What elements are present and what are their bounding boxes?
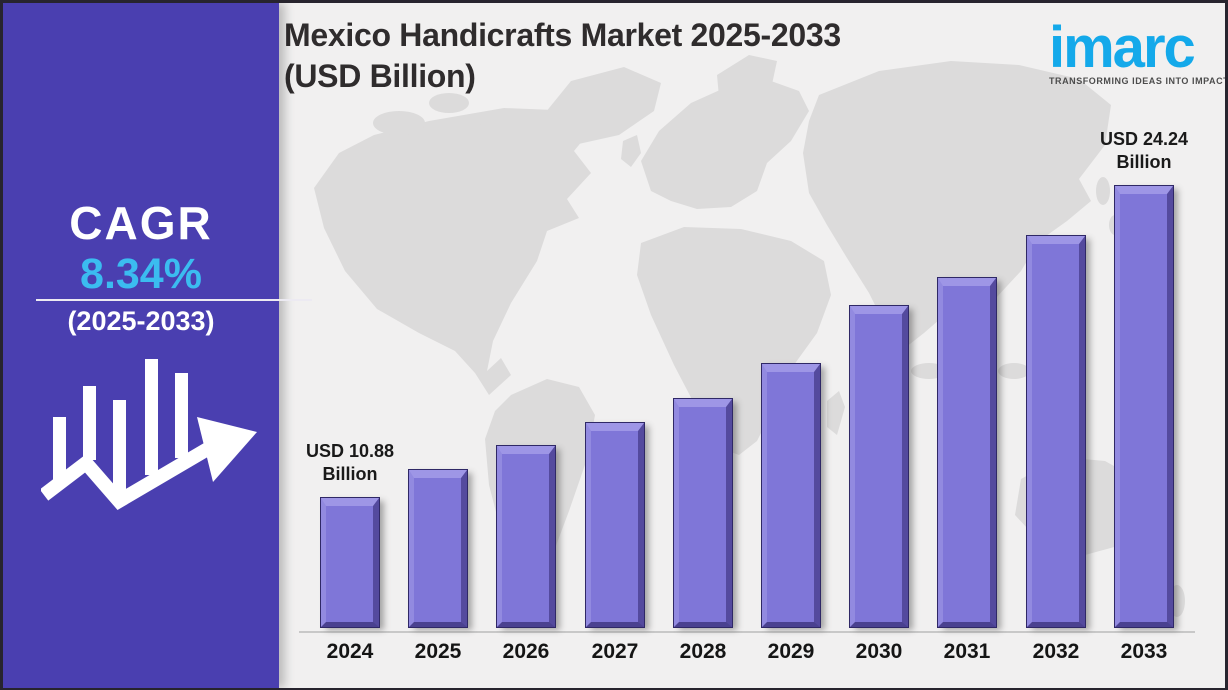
bar-2024 <box>320 497 380 628</box>
x-tick-2033: 2033 <box>1120 640 1168 663</box>
value-label-2033: USD 24.24 Billion <box>1099 129 1189 172</box>
continent-africa <box>637 227 831 455</box>
chart-title-line2: (USD Billion) <box>284 58 476 94</box>
imarc-logo-wordmark: imarc <box>1049 15 1196 80</box>
x-tick-2027: 2027 <box>591 640 639 663</box>
bar-2027 <box>585 422 645 628</box>
bar-2028 <box>673 398 733 628</box>
cagr-label: CAGR <box>69 197 213 249</box>
continent-north-america <box>314 108 597 395</box>
imarc-logo: imarc TRANSFORMING IDEAS INTO IMPACT <box>1049 15 1228 87</box>
cagr-value: 8.34% <box>80 250 202 298</box>
growth-chart-arrow-icon <box>41 359 257 510</box>
x-tick-2029: 2029 <box>767 640 815 663</box>
x-tick-2031: 2031 <box>943 640 991 663</box>
x-tick-2028: 2028 <box>679 640 727 663</box>
x-tick-2024: 2024 <box>326 640 374 663</box>
chart-title: Mexico Handicrafts Market 2025-2033 (USD… <box>284 15 984 97</box>
chart-title-line1: Mexico Handicrafts Market 2025-2033 <box>284 17 841 53</box>
imarc-logo-tagline: TRANSFORMING IDEAS INTO IMPACT <box>1049 76 1228 86</box>
x-axis-line <box>299 631 1195 633</box>
x-tick-2025: 2025 <box>414 640 462 663</box>
bar-2026 <box>496 445 556 628</box>
bar-2032 <box>1026 235 1086 628</box>
bar-2025 <box>408 469 468 628</box>
continent-asia <box>803 61 1111 351</box>
value-label-2024: USD 10.88 Billion <box>305 441 395 484</box>
cagr-divider <box>36 299 312 301</box>
bar-2031 <box>937 277 997 628</box>
cagr-period: (2025-2033) <box>67 306 215 336</box>
cagr-sidebar: CAGR 8.34% (2025-2033) <box>3 3 312 688</box>
bar-2030 <box>849 305 909 628</box>
greenland <box>541 67 661 145</box>
continent-europe <box>641 81 809 209</box>
bar-2029 <box>761 363 821 628</box>
x-tick-2030: 2030 <box>855 640 903 663</box>
x-tick-2032: 2032 <box>1032 640 1080 663</box>
bar-2033 <box>1114 185 1174 628</box>
x-tick-2026: 2026 <box>502 640 550 663</box>
bar-chart-plot-area: 2024 2025 2026 2027 2028 2029 2030 2031 2032 2033… <box>3 3 1225 688</box>
